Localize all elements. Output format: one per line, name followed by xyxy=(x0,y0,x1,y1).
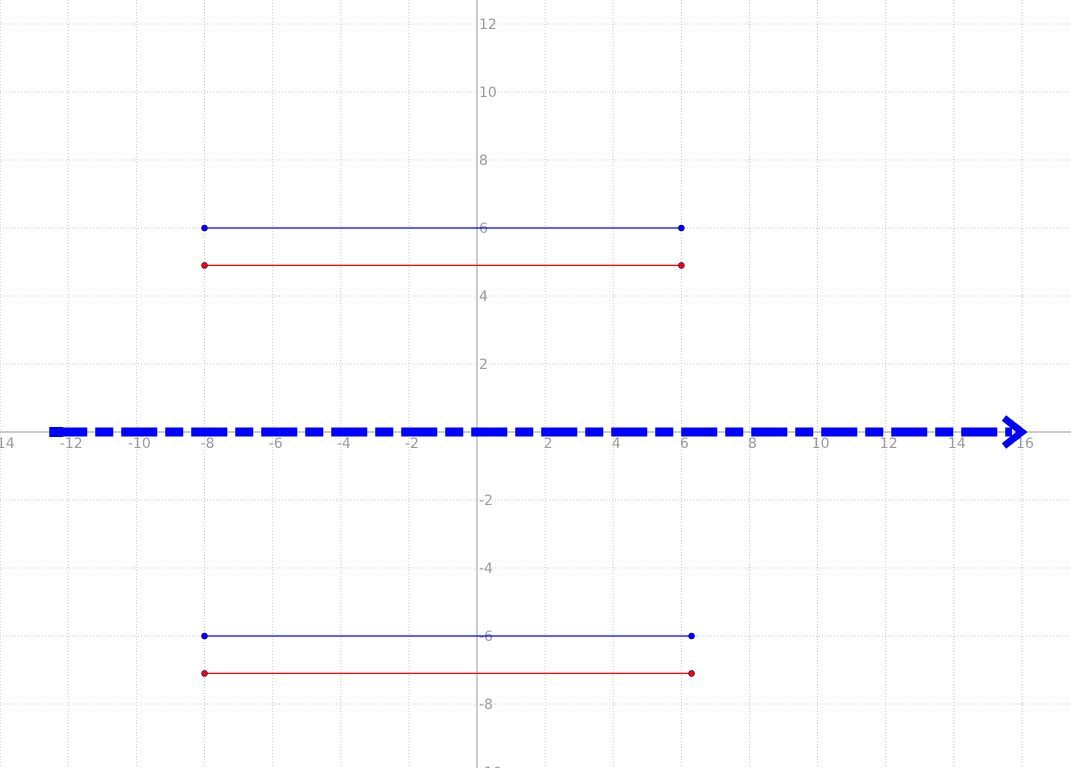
x-tick-label: -8 xyxy=(201,436,215,452)
x-tick-label: 8 xyxy=(748,436,757,452)
y-tick-label: 2 xyxy=(479,357,488,373)
x-tick-label: 10 xyxy=(812,436,830,452)
segment-3-start-point xyxy=(201,632,208,640)
x-tick-label: -6 xyxy=(269,436,283,452)
y-tick-label: -2 xyxy=(479,493,493,509)
segment-2-end-point xyxy=(678,262,685,269)
x-tick-label: 16 xyxy=(1016,436,1034,452)
y-tick-label: 10 xyxy=(479,85,497,101)
x-tick-label: 4 xyxy=(612,436,621,452)
x-tick-label: -4 xyxy=(337,436,351,452)
x-tick-label: 14 xyxy=(948,436,966,452)
y-tick-label: -8 xyxy=(479,697,493,713)
y-tick-label: -6 xyxy=(479,629,493,645)
tick-labels: -14 -12 -10 -8 -6 -4 -2 2 4 6 8 10 12 14 16 -10 -8 -6 -4 -2… xyxy=(0,17,1034,768)
vector-start-cap xyxy=(49,427,64,437)
y-tick-label: -4 xyxy=(479,561,493,577)
x-tick-label: -2 xyxy=(405,436,419,452)
vector-arrowhead xyxy=(1001,415,1028,449)
segment-2-start-point xyxy=(201,262,208,269)
x-tick-label: 6 xyxy=(680,436,689,452)
y-tick-label: 6 xyxy=(479,221,488,237)
y-tick-label: -10 xyxy=(479,765,502,768)
y-tick-label: 12 xyxy=(479,17,497,33)
segment-1-end-point xyxy=(678,224,685,232)
x-tick-label: 12 xyxy=(880,436,898,452)
segment-4-end-point xyxy=(688,670,695,677)
segment-3-end-point xyxy=(688,632,695,640)
x-tick-label: -14 xyxy=(0,436,15,452)
data-layer xyxy=(49,224,1028,677)
x-tick-label: -10 xyxy=(128,436,151,452)
segment-1-start-point xyxy=(201,224,208,232)
segment-4-start-point xyxy=(201,670,208,677)
x-tick-label: 2 xyxy=(544,436,553,452)
x-tick-label: -12 xyxy=(60,436,83,452)
y-tick-label: 8 xyxy=(479,153,488,169)
y-tick-label: 4 xyxy=(479,289,488,305)
